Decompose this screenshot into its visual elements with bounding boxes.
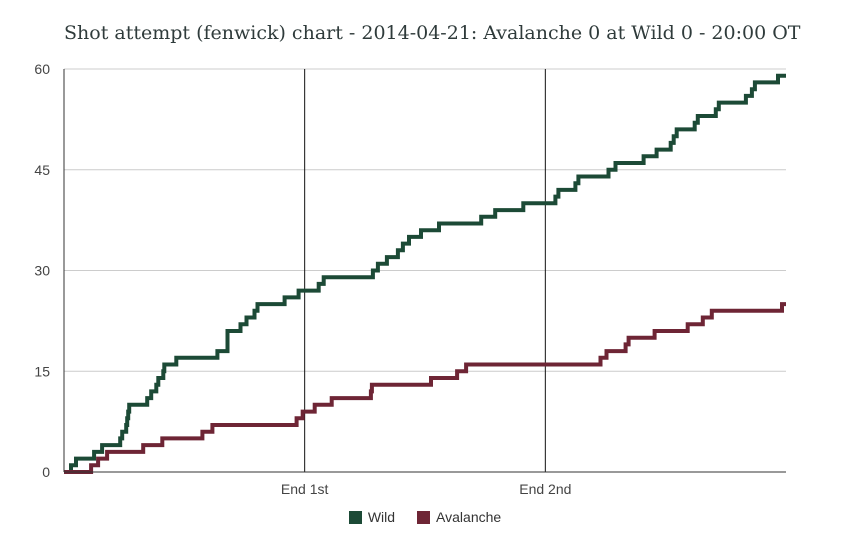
y-tick-label: 45 [34, 162, 50, 178]
grid-layer [64, 68, 786, 372]
y-tick-label: 0 [42, 464, 50, 480]
series-layer [64, 73, 786, 474]
y-tick-label: 60 [34, 61, 50, 77]
y-tick-label: 30 [34, 263, 50, 279]
legend-swatch [417, 510, 431, 524]
axis-layer [63, 69, 786, 473]
legend-label: Wild [367, 509, 396, 525]
legend-item-wild: Wild [348, 509, 396, 525]
chart-title: Shot attempt (fenwick) chart - 2014-04-2… [64, 22, 801, 44]
legend: Wild Avalanche [0, 509, 850, 525]
series-line-wild [64, 73, 786, 474]
y-tick-labels: 0 15 30 45 60 [34, 61, 50, 480]
period-markers: End 1st End 2nd [281, 69, 571, 497]
y-tick-label: 15 [34, 363, 50, 379]
series-line-avalanche [64, 302, 786, 474]
legend-item-avalanche: Avalanche [417, 509, 501, 525]
x-tick-label: End 2nd [519, 481, 571, 497]
x-tick-label: End 1st [281, 481, 329, 497]
legend-label: Avalanche [436, 509, 502, 525]
legend-swatch [348, 510, 362, 524]
